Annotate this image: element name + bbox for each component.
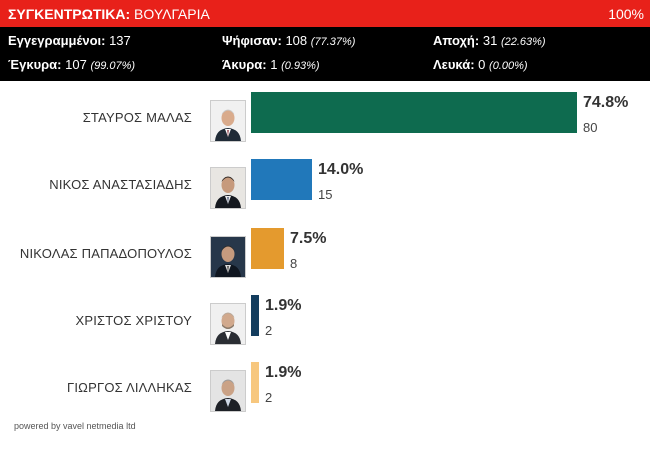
counted-percent: 100% <box>608 6 644 22</box>
candidate-votes: 2 <box>265 323 273 338</box>
candidate-name: ΝΙΚΟΣ ΑΝΑΣΤΑΣΙΑΔΗΣ <box>49 177 192 192</box>
candidate-row: ΧΡΙΣΤΟΣ ΧΡΙΣΤΟΥ 1.9% 2 <box>0 295 650 355</box>
candidate-photo <box>210 100 246 142</box>
candidate-bar <box>251 295 259 336</box>
stat-registered: Εγγεγραμμένοι: 137 <box>8 33 131 48</box>
powered-by-footer: powered by vavel netmedia ltd <box>14 421 136 431</box>
candidate-name: ΓΙΩΡΓΟΣ ΛΙΛΛΗΚΑΣ <box>67 380 192 395</box>
candidate-photo <box>210 303 246 345</box>
stat-voted-pct: (77.37%) <box>310 36 356 48</box>
candidate-bar <box>251 92 577 133</box>
candidate-bar <box>251 362 259 403</box>
stat-valid-pct: (99.07%) <box>90 60 136 72</box>
header-title-bold: ΣΥΓΚΕΝΤΡΩΤΙΚΑ: <box>8 6 131 22</box>
results-header: ΣΥΓΚΕΝΤΡΩΤΙΚΑ: ΒΟΥΛΓΑΡΙΑ 100% <box>0 0 650 27</box>
candidate-photo <box>210 167 246 209</box>
candidate-name: ΝΙΚΟΛΑΣ ΠΑΠΑΔΟΠΟΥΛΟΣ <box>19 246 192 261</box>
candidate-votes: 80 <box>583 120 598 135</box>
header-title-region: ΒΟΥΛΓΑΡΙΑ <box>134 6 210 22</box>
candidate-percent: 14.0% <box>318 161 364 178</box>
candidate-name: ΣΤΑΥΡΟΣ ΜΑΛΑΣ <box>82 110 192 125</box>
stat-abstain-pct: (22.63%) <box>500 36 546 48</box>
stat-blank-value: 0 <box>478 57 486 72</box>
candidate-row: ΝΙΚΟΛΑΣ ΠΑΠΑΔΟΠΟΥΛΟΣ 7.5% 8 <box>0 228 650 288</box>
stat-valid-label: Έγκυρα: <box>8 57 62 72</box>
stat-blank-pct: (0.00%) <box>489 60 528 72</box>
stat-voted-value: 108 <box>285 33 308 48</box>
stat-invalid: Άκυρα: 1 (0.93%) <box>222 57 320 72</box>
candidate-bar <box>251 159 312 200</box>
stat-blank-label: Λευκά: <box>433 57 475 72</box>
stat-invalid-pct: (0.93%) <box>281 60 320 72</box>
stat-voted-label: Ψήφισαν: <box>222 33 282 48</box>
candidate-percent: 1.9% <box>265 364 302 381</box>
stat-invalid-label: Άκυρα: <box>222 57 267 72</box>
stat-blank: Λευκά: 0 (0.00%) <box>433 57 528 72</box>
candidate-row: ΣΤΑΥΡΟΣ ΜΑΛΑΣ 74.8% 80 <box>0 92 650 152</box>
stat-registered-label: Εγγεγραμμένοι: <box>8 33 106 48</box>
stat-abstain: Αποχή: 31 (22.63%) <box>433 33 546 48</box>
stat-voted: Ψήφισαν: 108 (77.37%) <box>222 33 355 48</box>
candidate-row: ΓΙΩΡΓΟΣ ΛΙΛΛΗΚΑΣ 1.9% 2 <box>0 362 650 422</box>
stats-panel: Εγγεγραμμένοι: 137 Ψήφισαν: 108 (77.37%)… <box>0 27 650 81</box>
candidate-photo <box>210 236 246 278</box>
candidate-votes: 8 <box>290 256 298 271</box>
candidate-percent: 1.9% <box>265 297 302 314</box>
candidate-bar <box>251 228 284 269</box>
candidate-votes: 2 <box>265 390 273 405</box>
candidate-name: ΧΡΙΣΤΟΣ ΧΡΙΣΤΟΥ <box>75 313 192 328</box>
candidate-percent: 74.8% <box>583 94 629 111</box>
header-title: ΣΥΓΚΕΝΤΡΩΤΙΚΑ: ΒΟΥΛΓΑΡΙΑ <box>8 6 210 22</box>
stat-valid: Έγκυρα: 107 (99.07%) <box>8 57 135 72</box>
stat-abstain-label: Αποχή: <box>433 33 480 48</box>
stat-registered-value: 137 <box>109 33 131 48</box>
candidate-photo <box>210 370 246 412</box>
candidate-votes: 15 <box>318 187 333 202</box>
stat-abstain-value: 31 <box>482 33 498 48</box>
stat-valid-value: 107 <box>65 57 87 72</box>
stat-invalid-value: 1 <box>270 57 278 72</box>
candidate-row: ΝΙΚΟΣ ΑΝΑΣΤΑΣΙΑΔΗΣ 14.0% 15 <box>0 159 650 219</box>
candidate-percent: 7.5% <box>290 230 327 247</box>
